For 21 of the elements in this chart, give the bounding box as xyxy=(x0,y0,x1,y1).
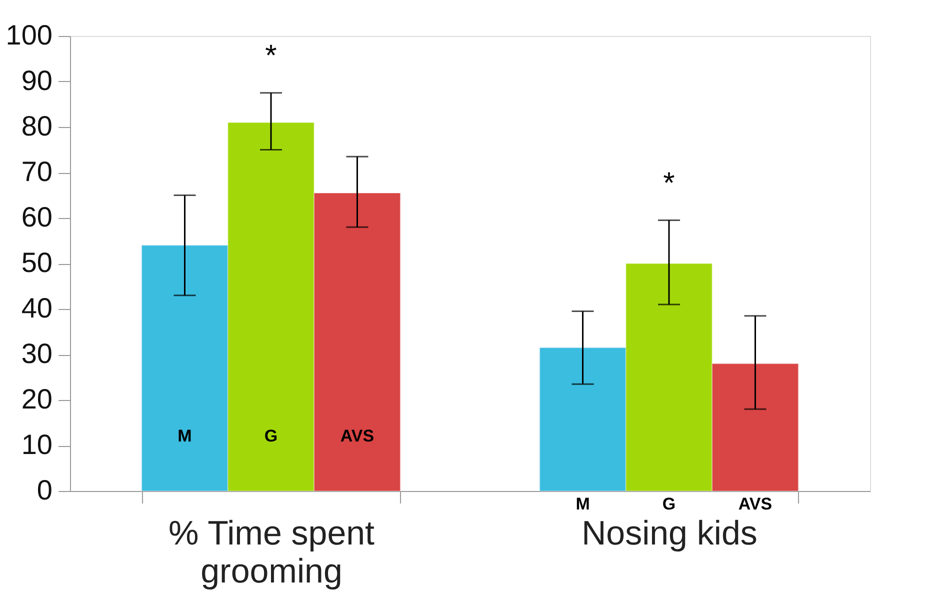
y-tick-label: 70 xyxy=(21,156,52,187)
y-tick-label: 90 xyxy=(21,65,52,96)
series-label: M xyxy=(576,494,590,514)
y-tick-label: 10 xyxy=(21,429,52,460)
x-tick-label: % Time spent grooming xyxy=(168,514,376,590)
series-label: G xyxy=(662,494,676,514)
x-tick-label: Nosing kids xyxy=(582,514,758,552)
y-tick-label: 0 xyxy=(36,474,52,506)
y-tick-label: 60 xyxy=(21,202,52,232)
text: G xyxy=(264,426,278,446)
text: M xyxy=(178,426,192,446)
text: AVS xyxy=(340,426,374,446)
y-tick-label: 100 xyxy=(6,20,52,50)
y-tick-label: 40 xyxy=(21,292,52,324)
series-label: AVS xyxy=(738,494,772,514)
y-tick-label: 30 xyxy=(21,338,52,369)
y-tick-label: 50 xyxy=(21,247,52,278)
annotation: * xyxy=(663,166,676,200)
y-tick-label: 20 xyxy=(21,384,52,414)
y-tick-label: 80 xyxy=(21,110,52,142)
annotation: * xyxy=(265,39,278,72)
